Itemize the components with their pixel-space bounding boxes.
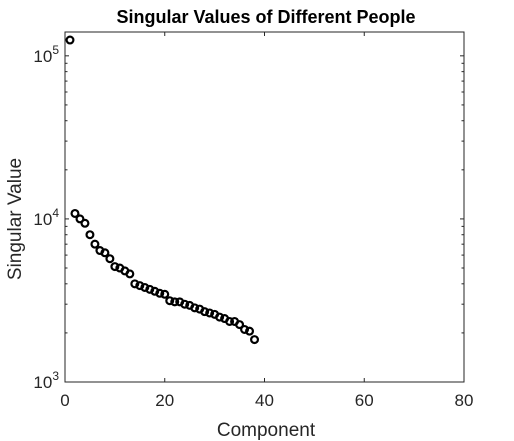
data-point [105,254,115,264]
data-point [225,316,235,326]
data-point [250,335,260,345]
data-point [245,326,255,336]
data-point [75,214,85,224]
data-point [235,320,245,330]
data-point [155,288,165,298]
y-axis: 103 104 105 [33,43,464,392]
data-point [180,299,190,309]
data-point [240,324,250,334]
x-axis: 0 20 40 60 80 [60,32,473,410]
y-tick-label: 105 [33,43,59,66]
data-point [190,303,200,313]
data-point [90,239,100,249]
x-tick-label: 40 [255,391,274,410]
data-point [205,308,215,318]
x-axis-label: Component [217,420,316,441]
data-point [70,208,80,218]
data-point [170,297,180,307]
x-tick-label: 20 [155,391,174,410]
data-point [110,262,120,272]
plot-frame [64,31,465,383]
data-point [165,296,175,306]
y-axis-label: Singular Value [5,158,26,280]
x-tick-label: 0 [60,391,69,410]
x-tick-label: 80 [455,391,474,410]
data-point [135,281,145,291]
data-point [160,289,170,299]
data-points [65,35,260,345]
data-point [85,230,95,240]
y-tick-label: 103 [33,369,59,392]
data-point [100,248,110,258]
x-tick-label: 60 [355,391,374,410]
data-point [80,218,90,228]
y-tick-label: 104 [33,206,59,229]
data-point [130,279,140,289]
data-point [65,35,75,45]
data-point [200,307,210,317]
data-point [215,312,225,322]
chart-title: Singular Values of Different People [116,7,415,27]
data-point [125,269,135,279]
